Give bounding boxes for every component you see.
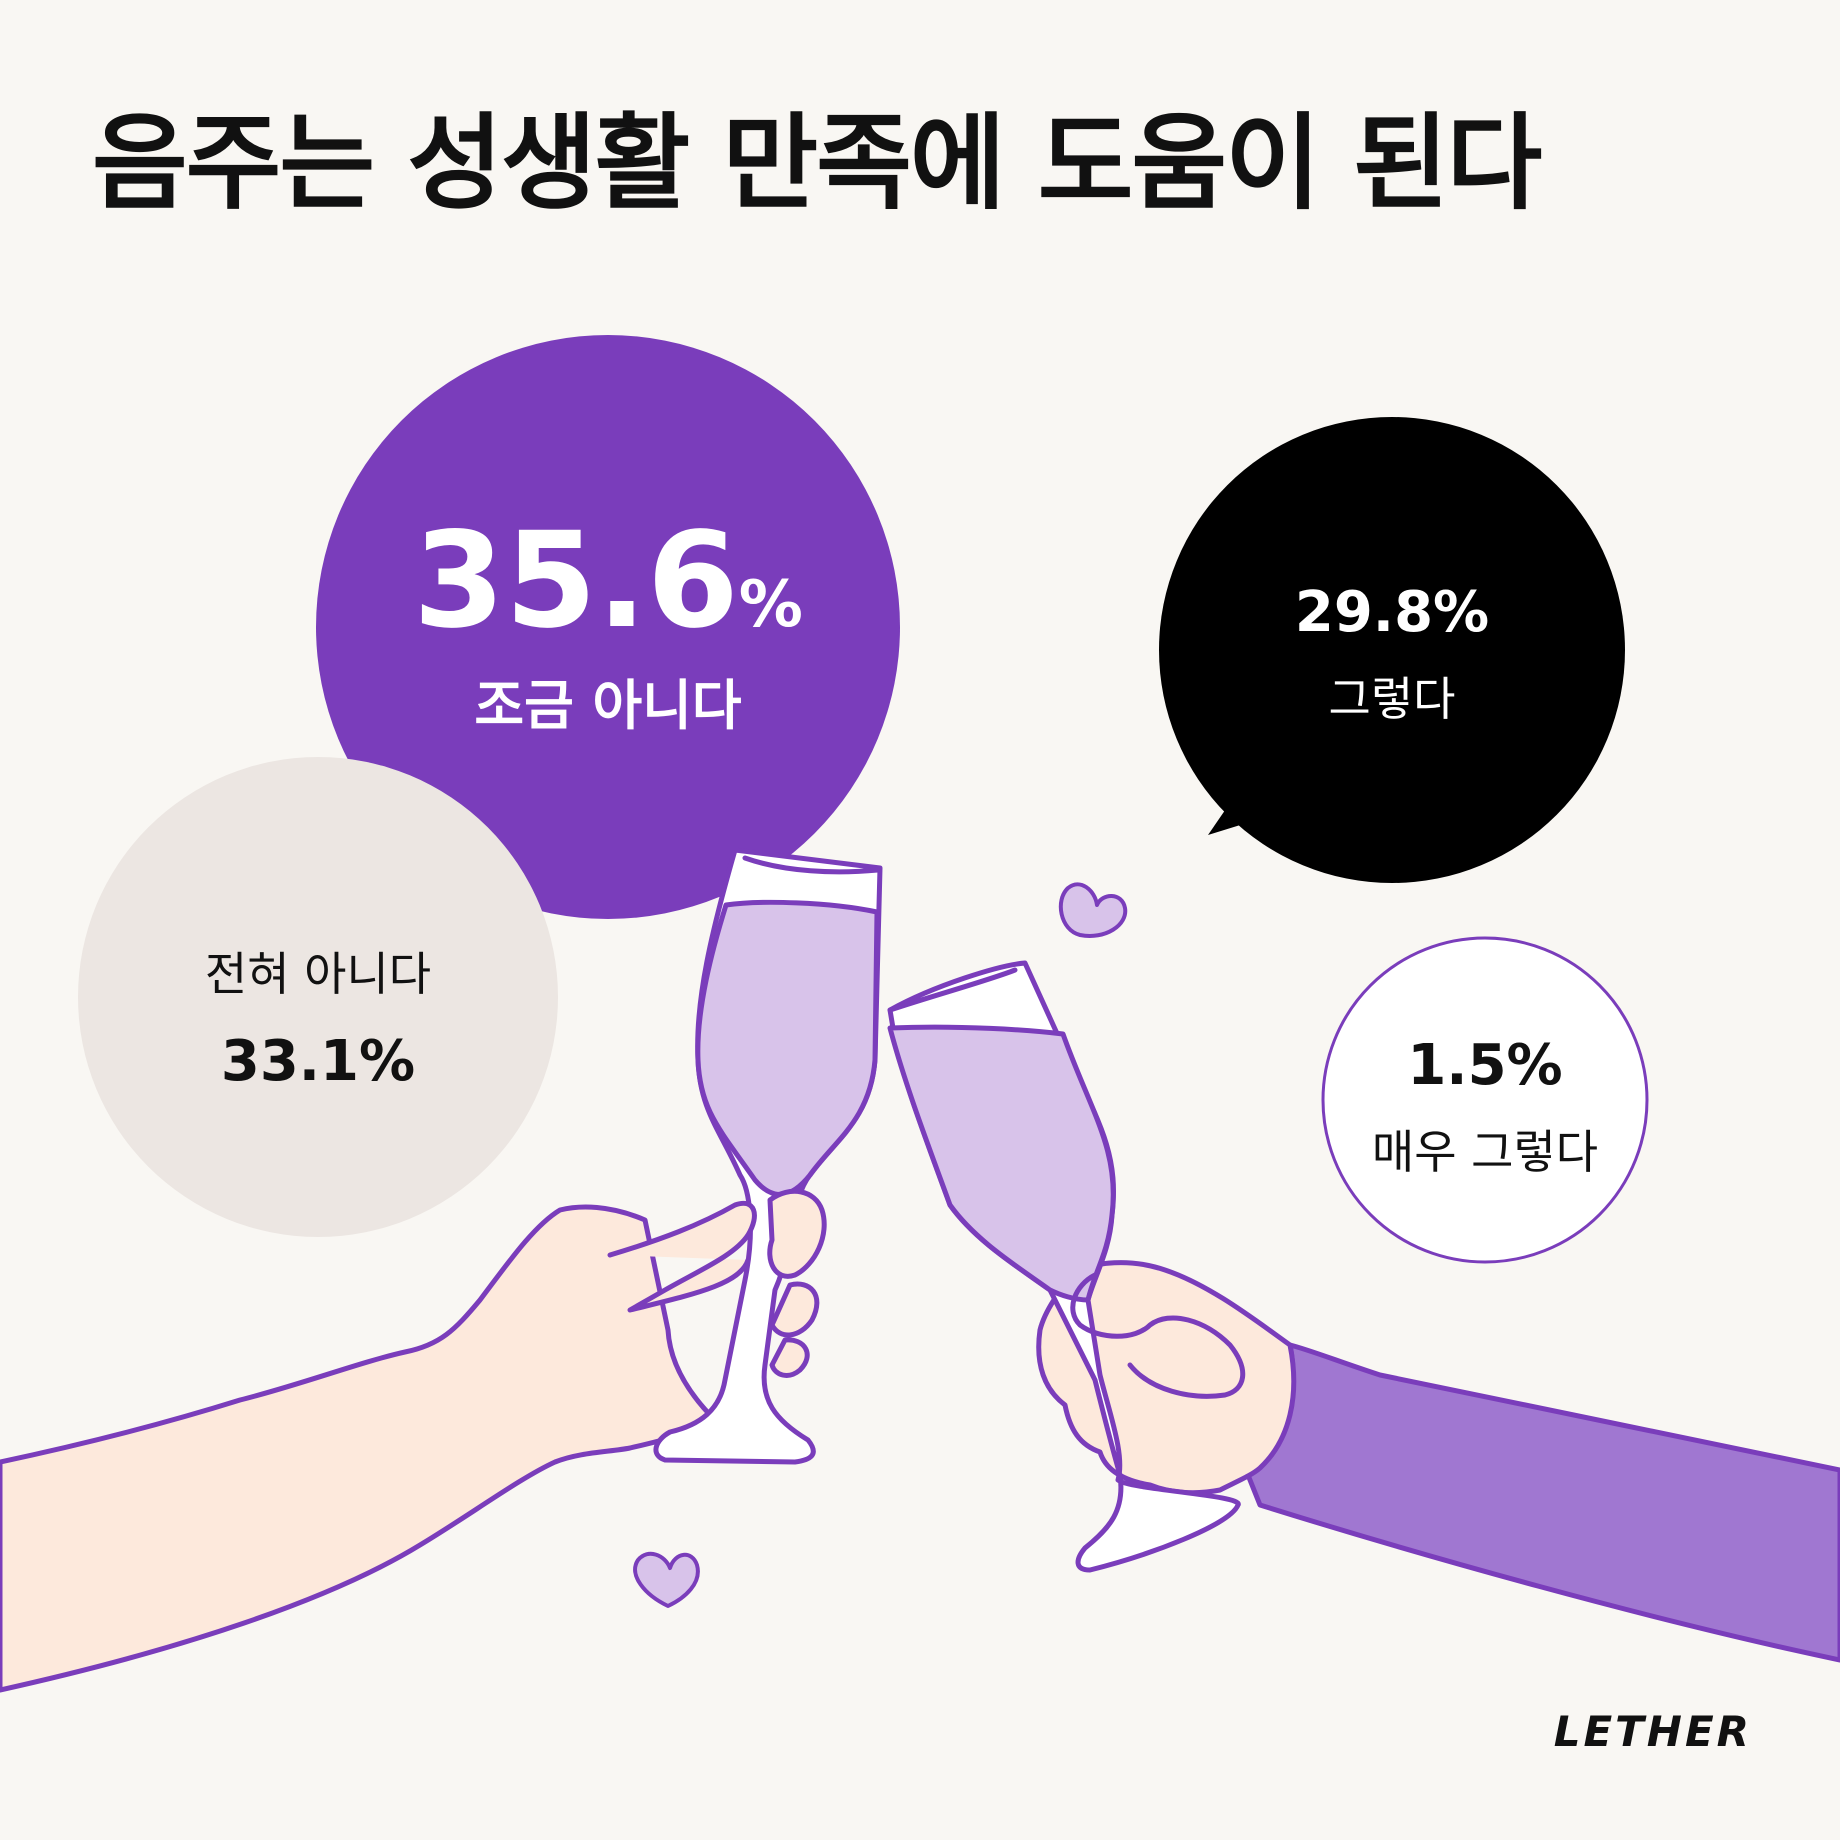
right-thumb (1070, 1272, 1246, 1399)
left-arm (0, 1204, 718, 1693)
value-label: 29.8% (1294, 580, 1490, 645)
label-very-yes: 1.5% 매우 그렇다 (1372, 1038, 1598, 1182)
category-label: 그렇다 (1328, 672, 1456, 726)
right-sleeve (1245, 1342, 1840, 1663)
value-label: 1.5% (1407, 1033, 1563, 1098)
heart-icon (633, 1551, 700, 1608)
right-hand (1036, 1260, 1297, 1496)
bubble-somewhat-no (316, 335, 900, 919)
bubble-not-at-all (78, 757, 558, 1237)
label-yes: 29.8% 그렇다 (1295, 585, 1489, 729)
left-hand (607, 1188, 827, 1378)
speech-bubble-yes (1159, 417, 1625, 883)
champagne-glass-icon (653, 847, 883, 1465)
category-label: 전혀 아니다 (204, 947, 432, 1001)
champagne-glass-icon (887, 960, 1241, 1573)
page-title: 음주는 성생활 만족에 도움이 된다 (92, 102, 1542, 224)
label-not-at-all: 전혀 아니다 33.1% (205, 938, 431, 1090)
value-label: 33.1% (220, 1029, 416, 1094)
label-somewhat-no: 35.6% 조금 아니다 (413, 515, 803, 740)
category-label: 매우 그렇다 (1371, 1125, 1599, 1179)
value-label: 35.6% (413, 504, 803, 658)
bubble-very-yes (1321, 936, 1649, 1264)
heart-icon (1058, 882, 1128, 938)
brand-logo: LETHER (1553, 1707, 1752, 1756)
category-label: 조금 아니다 (474, 674, 742, 737)
